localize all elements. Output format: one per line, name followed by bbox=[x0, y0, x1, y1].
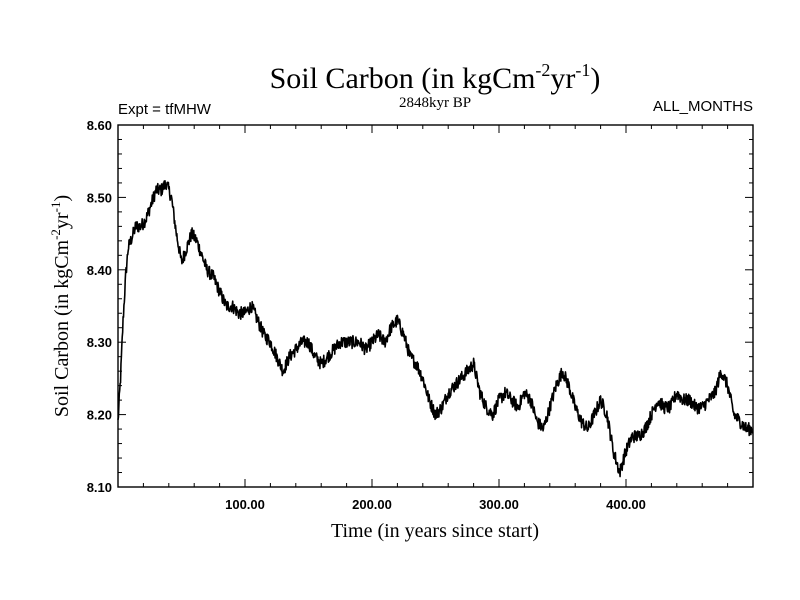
plot-frame bbox=[117, 124, 754, 488]
experiment-label: Expt = tfMHW bbox=[118, 101, 212, 118]
y-axis-title: Soil Carbon (in kgCm-2yr-1) bbox=[48, 195, 73, 417]
y-tick-label: 8.10 bbox=[87, 480, 112, 495]
y-tick-label: 8.60 bbox=[87, 118, 112, 133]
months-label: ALL_MONTHS bbox=[653, 98, 753, 115]
chart-title: Soil Carbon (in kgCm-2yr-1) bbox=[270, 60, 601, 95]
y-tick-label: 8.50 bbox=[87, 190, 112, 205]
x-tick-label: 100.00 bbox=[225, 497, 265, 512]
x-tick-label: 300.00 bbox=[479, 497, 519, 512]
y-tick-label: 8.40 bbox=[87, 263, 112, 278]
y-tick-label: 8.30 bbox=[87, 335, 112, 350]
soil-carbon-line bbox=[117, 179, 754, 478]
x-axis-title: Time (in years since start) bbox=[331, 520, 539, 542]
x-tick-label: 200.00 bbox=[352, 497, 392, 512]
y-tick-label: 8.20 bbox=[87, 408, 112, 423]
period-label: 2848kyr BP bbox=[399, 95, 471, 111]
series-group bbox=[117, 179, 754, 478]
y-axis-ticks: 8.10 8.20 8.30 8.40 8.50 8.60 bbox=[87, 118, 753, 495]
x-tick-label: 400.00 bbox=[606, 497, 646, 512]
x-axis-ticks: 100.00 200.00 300.00 400.00 bbox=[142, 125, 729, 512]
